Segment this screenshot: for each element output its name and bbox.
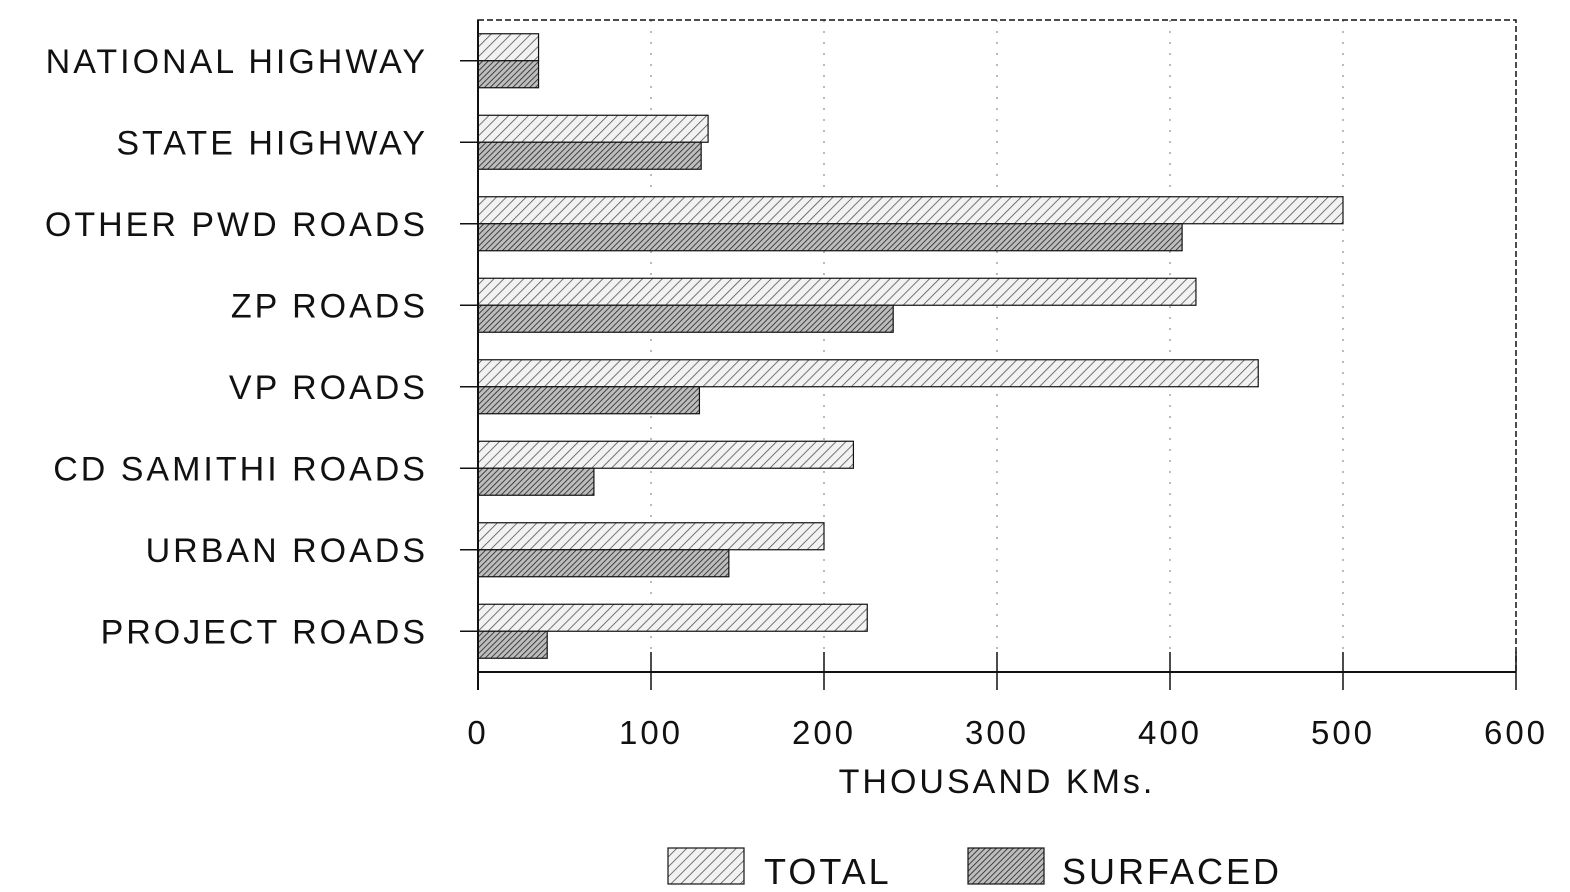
bar-surfaced-4 bbox=[477, 386, 701, 415]
legend-swatch-total bbox=[667, 847, 745, 885]
bar-total-0 bbox=[477, 33, 540, 62]
bar-surfaced-3 bbox=[477, 304, 894, 333]
bar-total-7 bbox=[477, 603, 868, 632]
category-label-4: VP ROADS bbox=[229, 369, 428, 407]
legend-label-surfaced: SURFACED bbox=[1062, 851, 1282, 892]
legend: TOTAL SURFACED bbox=[667, 847, 1282, 892]
bar-total-5 bbox=[477, 440, 855, 469]
category-labels: NATIONAL HIGHWAY STATE HIGHWAY OTHER PWD R… bbox=[45, 43, 428, 652]
x-tick-label-200: 200 bbox=[792, 714, 856, 751]
category-label-6: URBAN ROADS bbox=[146, 532, 428, 570]
category-label-5: CD SAMITHI ROADS bbox=[53, 450, 428, 488]
bar-surfaced-1 bbox=[477, 141, 702, 170]
bar-surfaced-6 bbox=[477, 549, 730, 578]
x-tick-labels: 0 100 200 300 400 500 600 bbox=[467, 714, 1548, 751]
bar-total-1 bbox=[477, 114, 709, 143]
category-label-3: ZP ROADS bbox=[231, 287, 428, 325]
legend-label-total: TOTAL bbox=[764, 851, 892, 892]
legend-swatch-surfaced bbox=[967, 847, 1045, 885]
category-label-7: PROJECT ROADS bbox=[101, 613, 428, 651]
bar-surfaced-2 bbox=[477, 223, 1183, 252]
bar-total-4 bbox=[477, 359, 1259, 388]
category-label-2: OTHER PWD ROADS bbox=[45, 206, 428, 244]
category-label-0: NATIONAL HIGHWAY bbox=[46, 43, 428, 81]
x-axis-title: THOUSAND KMs. bbox=[839, 763, 1156, 801]
x-tick-label-300: 300 bbox=[965, 714, 1029, 751]
x-tick-label-600: 600 bbox=[1484, 714, 1548, 751]
category-label-1: STATE HIGHWAY bbox=[116, 124, 428, 162]
bar-surfaced-0 bbox=[477, 60, 540, 89]
bar-surfaced-7 bbox=[477, 630, 548, 659]
bar-surfaced-5 bbox=[477, 467, 595, 496]
bar-total-2 bbox=[477, 196, 1344, 225]
bar-total-3 bbox=[477, 277, 1197, 306]
x-tick-label-400: 400 bbox=[1138, 714, 1202, 751]
gridlines bbox=[650, 20, 1344, 672]
x-tick-label-500: 500 bbox=[1311, 714, 1375, 751]
axes bbox=[460, 20, 1517, 690]
x-tick-label-0: 0 bbox=[467, 714, 488, 751]
bars bbox=[477, 33, 1344, 659]
bar-total-6 bbox=[477, 522, 825, 551]
x-tick-label-100: 100 bbox=[619, 714, 683, 751]
